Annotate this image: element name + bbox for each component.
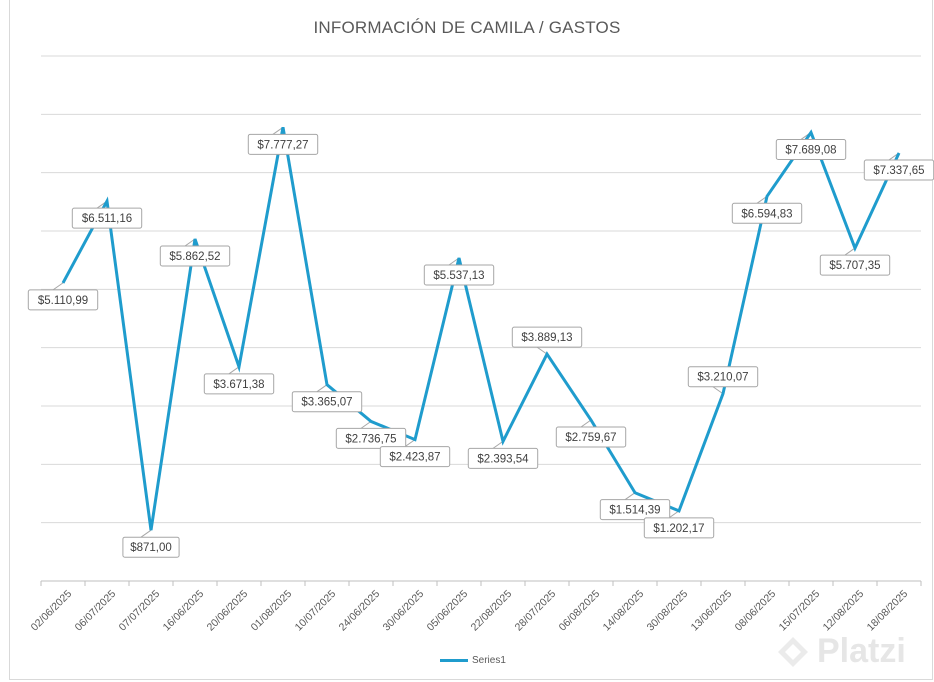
data-label: $3.889,13 bbox=[521, 332, 572, 344]
series-line bbox=[61, 127, 901, 531]
legend[interactable]: Series1 bbox=[440, 652, 506, 668]
data-label-box bbox=[122, 536, 180, 558]
chart-frame bbox=[9, 0, 933, 680]
data-label-leader bbox=[536, 346, 548, 355]
data-label-leader bbox=[140, 529, 152, 538]
x-tick-label: 30/08/2025 bbox=[645, 588, 691, 634]
x-tick-label: 20/06/2025 bbox=[205, 588, 251, 634]
legend-swatch bbox=[440, 658, 468, 662]
data-label-box bbox=[335, 427, 407, 449]
platzi-watermark: Platzi bbox=[775, 632, 906, 671]
data-label: $3.365,07 bbox=[301, 397, 352, 409]
data-label: $871,00 bbox=[130, 542, 172, 554]
x-tick-label: 01/08/2025 bbox=[249, 588, 295, 634]
data-label-box bbox=[423, 264, 495, 286]
data-label-box bbox=[71, 207, 143, 229]
data-label: $5.537,13 bbox=[433, 270, 484, 282]
data-label-box bbox=[379, 446, 451, 468]
data-label: $1.202,17 bbox=[653, 523, 704, 535]
watermark-text: Platzi bbox=[817, 632, 906, 670]
x-tick-label: 13/06/2025 bbox=[689, 588, 735, 634]
x-tick-label: 12/08/2025 bbox=[821, 588, 867, 634]
data-label-box bbox=[687, 366, 759, 388]
data-label: $6.594,83 bbox=[741, 208, 792, 220]
x-tick-label: 30/06/2025 bbox=[381, 588, 427, 634]
data-label-leader bbox=[52, 282, 64, 291]
data-label: $3.210,07 bbox=[697, 372, 748, 384]
x-tick-label: 10/07/2025 bbox=[293, 588, 339, 634]
data-label-leader bbox=[712, 386, 724, 395]
data-label: $2.423,87 bbox=[389, 452, 440, 464]
platzi-logo-icon bbox=[778, 636, 808, 667]
data-label: $1.514,39 bbox=[609, 505, 660, 517]
x-tick-label: 05/06/2025 bbox=[425, 588, 471, 634]
x-tick-label: 06/08/2025 bbox=[557, 588, 603, 634]
data-label-leader bbox=[844, 247, 856, 256]
x-tick-label: 18/08/2025 bbox=[865, 588, 911, 634]
data-label-leader bbox=[580, 419, 592, 428]
data-label-box bbox=[643, 517, 715, 539]
legend-label: Series1 bbox=[472, 654, 506, 666]
chart-title: INFORMACIÓN DE CAMILA / GASTOS bbox=[313, 18, 621, 37]
x-tick-label: 15/07/2025 bbox=[777, 588, 823, 634]
x-tick-label: 07/07/2025 bbox=[117, 588, 163, 634]
data-label-box bbox=[511, 326, 583, 348]
data-label-box bbox=[203, 373, 275, 395]
data-label-box bbox=[291, 391, 363, 413]
data-label-box bbox=[599, 499, 671, 521]
data-label: $6.511,16 bbox=[82, 213, 132, 225]
x-tick-label: 02/06/2025 bbox=[29, 588, 75, 634]
x-tick-label: 14/08/2025 bbox=[601, 588, 647, 634]
data-label-leader bbox=[228, 366, 240, 375]
x-tick-label: 22/08/2025 bbox=[469, 588, 515, 634]
data-label-leader bbox=[492, 440, 504, 449]
data-label-box bbox=[731, 202, 803, 224]
x-tick-label: 28/07/2025 bbox=[513, 588, 559, 634]
data-label: $3.671,38 bbox=[213, 379, 264, 391]
data-label-box bbox=[775, 138, 847, 160]
data-label-box bbox=[819, 254, 891, 276]
data-label: $2.736,75 bbox=[345, 433, 396, 445]
x-tick-label: 24/06/2025 bbox=[337, 588, 383, 634]
data-labels: $5.110,99 $6.511,16 $871,00 $5.862,52 $3.671… bbox=[27, 133, 934, 558]
data-label-box bbox=[467, 447, 539, 469]
data-label-box bbox=[247, 133, 319, 155]
data-label: $5.707,35 bbox=[829, 260, 880, 272]
x-tick-label: 08/06/2025 bbox=[733, 588, 779, 634]
data-label-leader bbox=[316, 384, 328, 393]
data-label-leader bbox=[404, 439, 416, 448]
data-label-box bbox=[159, 245, 231, 267]
x-tick-label: 06/07/2025 bbox=[73, 588, 119, 634]
data-label-leader bbox=[624, 492, 636, 501]
data-label-box bbox=[27, 289, 99, 311]
data-label-leader bbox=[668, 510, 680, 519]
x-axis: 02/06/202506/07/202507/07/202516/06/2025… bbox=[29, 580, 922, 634]
data-label-box bbox=[555, 426, 627, 448]
x-tick-label: 16/06/2025 bbox=[161, 588, 207, 634]
data-label-leader bbox=[360, 420, 372, 429]
data-label: $7.777,27 bbox=[257, 139, 308, 151]
data-label: $5.862,52 bbox=[169, 251, 220, 263]
data-label: $2.393,54 bbox=[477, 453, 529, 465]
data-label: $5.110,99 bbox=[38, 295, 88, 307]
data-label: $7.689,08 bbox=[785, 144, 836, 156]
data-label: $2.759,67 bbox=[565, 432, 616, 444]
data-label: $7.337,65 bbox=[873, 165, 924, 177]
